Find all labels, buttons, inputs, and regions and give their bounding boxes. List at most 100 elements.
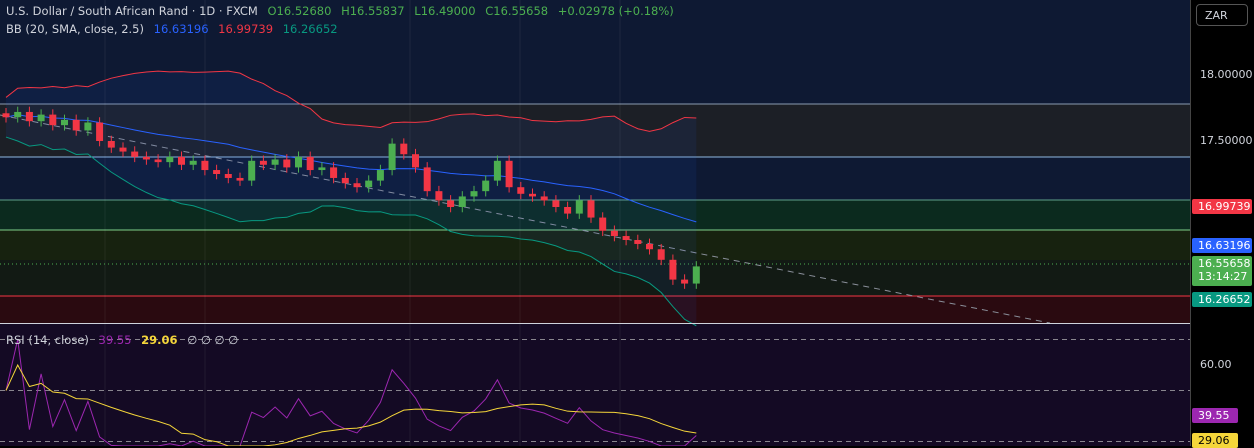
candle-body bbox=[575, 200, 583, 214]
candle-body bbox=[646, 243, 653, 250]
bb-upper-value: 16.99739 bbox=[218, 22, 274, 36]
candle-body bbox=[84, 122, 92, 131]
pane-separator[interactable] bbox=[0, 323, 1254, 324]
bb-basis-line bbox=[5, 114, 697, 223]
candle-body bbox=[587, 200, 595, 218]
change-value: +0.02978 (+0.18%) bbox=[557, 4, 674, 18]
candle-body bbox=[447, 200, 455, 207]
candle-body bbox=[365, 180, 373, 188]
candle-body bbox=[96, 122, 104, 141]
bb-label[interactable]: BB (20, SMA, close, 2.5) bbox=[6, 22, 144, 36]
candle-body bbox=[330, 167, 338, 178]
bb-basis-value: 16.63196 bbox=[153, 22, 209, 36]
candle-body bbox=[131, 151, 139, 157]
rsi-tag: 39.55 bbox=[1192, 408, 1238, 423]
bb-lower-tag: 16.26652 bbox=[1192, 292, 1252, 307]
candle-body bbox=[529, 193, 536, 197]
price-zone bbox=[0, 230, 1190, 260]
bb-lower-line bbox=[5, 136, 697, 327]
candle-body bbox=[271, 159, 279, 165]
candle-body bbox=[107, 141, 115, 148]
price-zone bbox=[0, 296, 1190, 323]
symbol-title[interactable]: U.S. Dollar / South African Rand · 1D · … bbox=[6, 4, 258, 18]
candle-body bbox=[318, 167, 326, 171]
candle-body bbox=[470, 191, 478, 197]
candle-body bbox=[458, 196, 466, 207]
bb-upper-tag: 16.99739 bbox=[1192, 199, 1252, 214]
price-zone bbox=[0, 260, 1190, 296]
rsi-ma-value: 29.06 bbox=[141, 333, 178, 347]
bb-lower-value: 16.26652 bbox=[282, 22, 338, 36]
candle-body bbox=[610, 230, 618, 237]
candle-body bbox=[166, 156, 174, 163]
candle-body bbox=[681, 279, 689, 284]
bb-upper-line bbox=[5, 70, 697, 132]
rsi-pane[interactable] bbox=[0, 324, 1190, 446]
candle-body bbox=[154, 159, 162, 163]
candle-body bbox=[599, 217, 607, 231]
rsi-label[interactable]: RSI (14, close) bbox=[6, 333, 89, 347]
candle-body bbox=[2, 113, 10, 118]
candle-body bbox=[657, 249, 665, 260]
close-value: C16.55658 bbox=[485, 4, 549, 18]
rsi-ma-line bbox=[5, 363, 697, 446]
candle-body bbox=[14, 111, 22, 118]
bb-legend: BB (20, SMA, close, 2.5) 16.63196 16.997… bbox=[6, 22, 344, 36]
candle-body bbox=[259, 160, 267, 165]
candle-body bbox=[517, 187, 525, 194]
candle-body bbox=[248, 160, 256, 181]
candle-body bbox=[142, 156, 150, 160]
candle-body bbox=[72, 119, 80, 131]
candle-body bbox=[493, 160, 501, 181]
candle-body bbox=[634, 240, 642, 244]
candle-body bbox=[376, 170, 384, 181]
candle-body bbox=[423, 167, 431, 192]
candle-body bbox=[353, 183, 361, 188]
candle-body bbox=[400, 143, 408, 155]
candle-body bbox=[25, 111, 33, 122]
trend-line bbox=[0, 114, 1051, 324]
rsi-extra: ∅ ∅ ∅ ∅ bbox=[187, 333, 239, 347]
candle-body bbox=[564, 207, 572, 214]
candle-body bbox=[341, 177, 349, 184]
candle-body bbox=[61, 119, 68, 126]
bb-fill bbox=[6, 71, 697, 326]
price-zone bbox=[0, 200, 1190, 230]
candle-body bbox=[283, 159, 291, 168]
rsi-legend: RSI (14, close) 39.55 29.06 ∅ ∅ ∅ ∅ bbox=[6, 333, 244, 347]
candle-body bbox=[622, 236, 630, 240]
candle-body bbox=[412, 154, 419, 168]
candle-body bbox=[236, 177, 244, 181]
rsi-value: 39.55 bbox=[98, 333, 132, 347]
currency-button[interactable]: ZAR bbox=[1196, 4, 1248, 26]
candle-body bbox=[201, 160, 209, 171]
candle-body bbox=[119, 147, 127, 152]
candle-body bbox=[189, 160, 197, 165]
candle-body bbox=[482, 180, 490, 192]
candle-body bbox=[37, 114, 45, 122]
candle-body bbox=[213, 170, 221, 174]
rsi-ma-tag: 29.06 bbox=[1192, 433, 1238, 448]
candle-body bbox=[49, 114, 57, 126]
candle-body bbox=[224, 174, 232, 178]
candle-body bbox=[540, 196, 548, 201]
candle-body bbox=[306, 156, 314, 171]
candle-body bbox=[552, 200, 560, 207]
candle-body bbox=[669, 259, 677, 280]
candle-body bbox=[692, 266, 700, 284]
rsi-tick: 60.00 bbox=[1200, 358, 1232, 371]
symbol-legend: U.S. Dollar / South African Rand · 1D · … bbox=[6, 4, 680, 18]
candle-body bbox=[178, 156, 185, 165]
price-zone bbox=[0, 104, 1190, 157]
price-tick: 17.50000 bbox=[1200, 134, 1253, 147]
candle-body bbox=[435, 191, 443, 201]
rsi-line bbox=[5, 339, 697, 446]
candle-body bbox=[388, 143, 396, 171]
price-axis[interactable] bbox=[1190, 0, 1254, 446]
last-price-tag: 16.55658 13:14:27 bbox=[1192, 256, 1252, 286]
bb-basis-tag: 16.63196 bbox=[1192, 238, 1252, 253]
candle-body bbox=[295, 156, 302, 168]
open-value: O16.52680 bbox=[267, 4, 332, 18]
candle-body bbox=[505, 160, 513, 188]
low-value: L16.49000 bbox=[414, 4, 476, 18]
